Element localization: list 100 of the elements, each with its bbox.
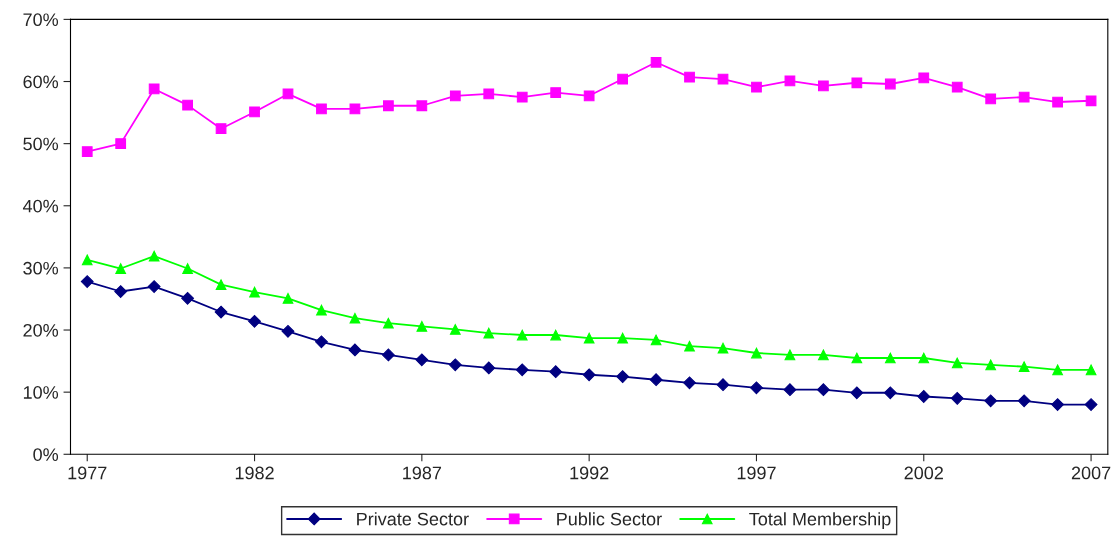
x-tick-label: 1982 bbox=[235, 466, 274, 480]
y-tick-label: 40% bbox=[22, 199, 59, 213]
point bbox=[918, 72, 930, 84]
legend-label: Total Membership bbox=[749, 512, 891, 530]
point bbox=[616, 370, 630, 384]
point bbox=[416, 100, 428, 112]
point bbox=[784, 349, 796, 361]
point bbox=[649, 373, 663, 387]
point bbox=[984, 394, 998, 408]
point bbox=[1051, 398, 1065, 411]
point bbox=[249, 286, 260, 298]
point bbox=[985, 93, 997, 105]
point bbox=[1084, 398, 1098, 411]
point bbox=[951, 81, 963, 93]
y-tick-label: 50% bbox=[23, 137, 59, 151]
point bbox=[1052, 364, 1063, 376]
point bbox=[650, 334, 662, 346]
point bbox=[1052, 96, 1063, 108]
point bbox=[483, 88, 495, 100]
point bbox=[448, 358, 462, 372]
point bbox=[214, 305, 228, 319]
point bbox=[582, 368, 596, 382]
point bbox=[617, 73, 628, 85]
point bbox=[115, 263, 127, 274]
point bbox=[816, 383, 830, 397]
point bbox=[147, 280, 161, 293]
point bbox=[751, 347, 762, 359]
point bbox=[884, 352, 896, 364]
point bbox=[583, 332, 595, 344]
point bbox=[515, 363, 529, 377]
point bbox=[716, 378, 730, 392]
point bbox=[182, 263, 193, 274]
point bbox=[918, 352, 930, 364]
point bbox=[248, 314, 261, 328]
point bbox=[850, 386, 864, 400]
point bbox=[550, 329, 562, 341]
x-tick-label: 2007 bbox=[1071, 466, 1111, 480]
y-tick-label: 10% bbox=[23, 386, 59, 399]
point bbox=[81, 254, 93, 266]
point bbox=[449, 90, 461, 102]
point bbox=[182, 99, 193, 111]
point bbox=[181, 291, 195, 305]
point bbox=[148, 83, 160, 95]
point bbox=[114, 285, 128, 298]
point bbox=[884, 78, 896, 90]
y-tick-label: 20% bbox=[23, 323, 59, 337]
point bbox=[282, 292, 294, 304]
point bbox=[617, 332, 628, 344]
point bbox=[381, 348, 395, 362]
point bbox=[349, 103, 361, 115]
point bbox=[583, 90, 595, 102]
point bbox=[851, 352, 863, 364]
point bbox=[818, 349, 829, 361]
point bbox=[383, 100, 394, 112]
point bbox=[1018, 91, 1030, 103]
point bbox=[516, 91, 528, 103]
point bbox=[415, 353, 429, 367]
point bbox=[684, 71, 695, 83]
x-tick-label: 1992 bbox=[570, 466, 609, 480]
point bbox=[950, 391, 964, 405]
y-tick-label: 60% bbox=[23, 75, 59, 89]
point bbox=[81, 146, 93, 158]
point bbox=[316, 304, 327, 316]
point bbox=[80, 275, 94, 288]
point bbox=[483, 327, 495, 339]
point bbox=[516, 329, 528, 341]
y-tick-label: 30% bbox=[23, 261, 59, 275]
point bbox=[281, 324, 295, 338]
point bbox=[348, 343, 362, 357]
y-tick-label: 0% bbox=[33, 448, 59, 461]
point bbox=[683, 376, 696, 390]
point bbox=[851, 77, 863, 89]
point bbox=[951, 357, 963, 369]
point bbox=[1085, 364, 1097, 376]
point bbox=[818, 80, 829, 92]
point bbox=[315, 335, 328, 349]
point bbox=[985, 359, 997, 371]
point bbox=[215, 279, 227, 291]
point bbox=[316, 103, 327, 115]
point bbox=[1085, 95, 1097, 107]
point bbox=[1018, 361, 1030, 373]
legend-label: Private Sector bbox=[357, 512, 469, 526]
x-tick-label: 2002 bbox=[904, 466, 943, 480]
point bbox=[416, 320, 428, 332]
point bbox=[684, 340, 695, 352]
point bbox=[883, 386, 897, 400]
point bbox=[215, 123, 227, 135]
point bbox=[650, 56, 662, 68]
point bbox=[717, 342, 729, 354]
point bbox=[783, 383, 797, 397]
point bbox=[449, 324, 461, 335]
legend-label: Public Sector bbox=[557, 512, 662, 526]
point bbox=[1017, 394, 1031, 408]
point bbox=[482, 361, 496, 375]
y-tick-label: 70% bbox=[23, 13, 59, 27]
point bbox=[148, 250, 160, 262]
point bbox=[115, 138, 127, 150]
x-tick-label: 1977 bbox=[68, 466, 107, 480]
point bbox=[550, 87, 562, 99]
point bbox=[383, 317, 394, 329]
